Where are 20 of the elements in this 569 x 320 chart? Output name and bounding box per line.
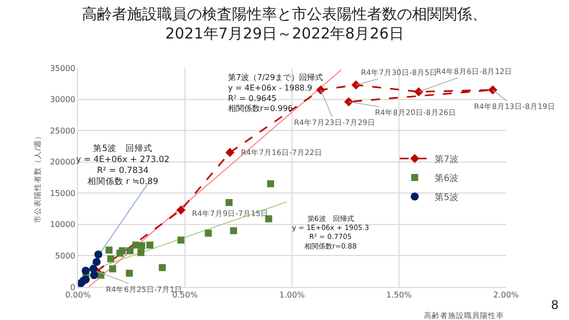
- y-tick-label: 0: [70, 282, 76, 292]
- y-tick-label: 20000: [50, 158, 76, 167]
- y-tick-label: 30000: [50, 95, 76, 104]
- y-tick-label: 10000: [50, 220, 76, 230]
- x-tick-label: 1.00%: [279, 290, 306, 300]
- legend-label: 第6波: [434, 173, 458, 184]
- y-tick-label: 15000: [50, 188, 76, 198]
- x-tick-label: 0.00%: [65, 290, 92, 300]
- annotation: 第5波 回帰式 y = 4E+06x + 273.02 R² = 0.7834 相関係数 r ≒0.89: [76, 143, 170, 188]
- x-tick-label: 1.50%: [386, 290, 412, 300]
- y-tick-label: 35000: [50, 64, 76, 73]
- x-tick-label: 2.00%: [493, 290, 520, 300]
- chart-title: 高齢者施設職員の検査陽性率と市公表陽性者数の相関関係、 2021年7月29日～2022年8月26日: [82, 5, 487, 43]
- legend-label: 第7波: [434, 154, 458, 166]
- legend-label: 第5波: [434, 192, 458, 204]
- annotation: 第7波（7/29まで）回帰式 y = 4E+06x - 1988.9 R² = 0.9645 相関係数r=0.996: [228, 73, 324, 114]
- text: 8: [551, 298, 559, 312]
- y-tick-label: 25000: [50, 126, 76, 136]
- y-tick-label: 5000: [55, 252, 76, 261]
- x-tick-label: 0.50%: [172, 290, 198, 300]
